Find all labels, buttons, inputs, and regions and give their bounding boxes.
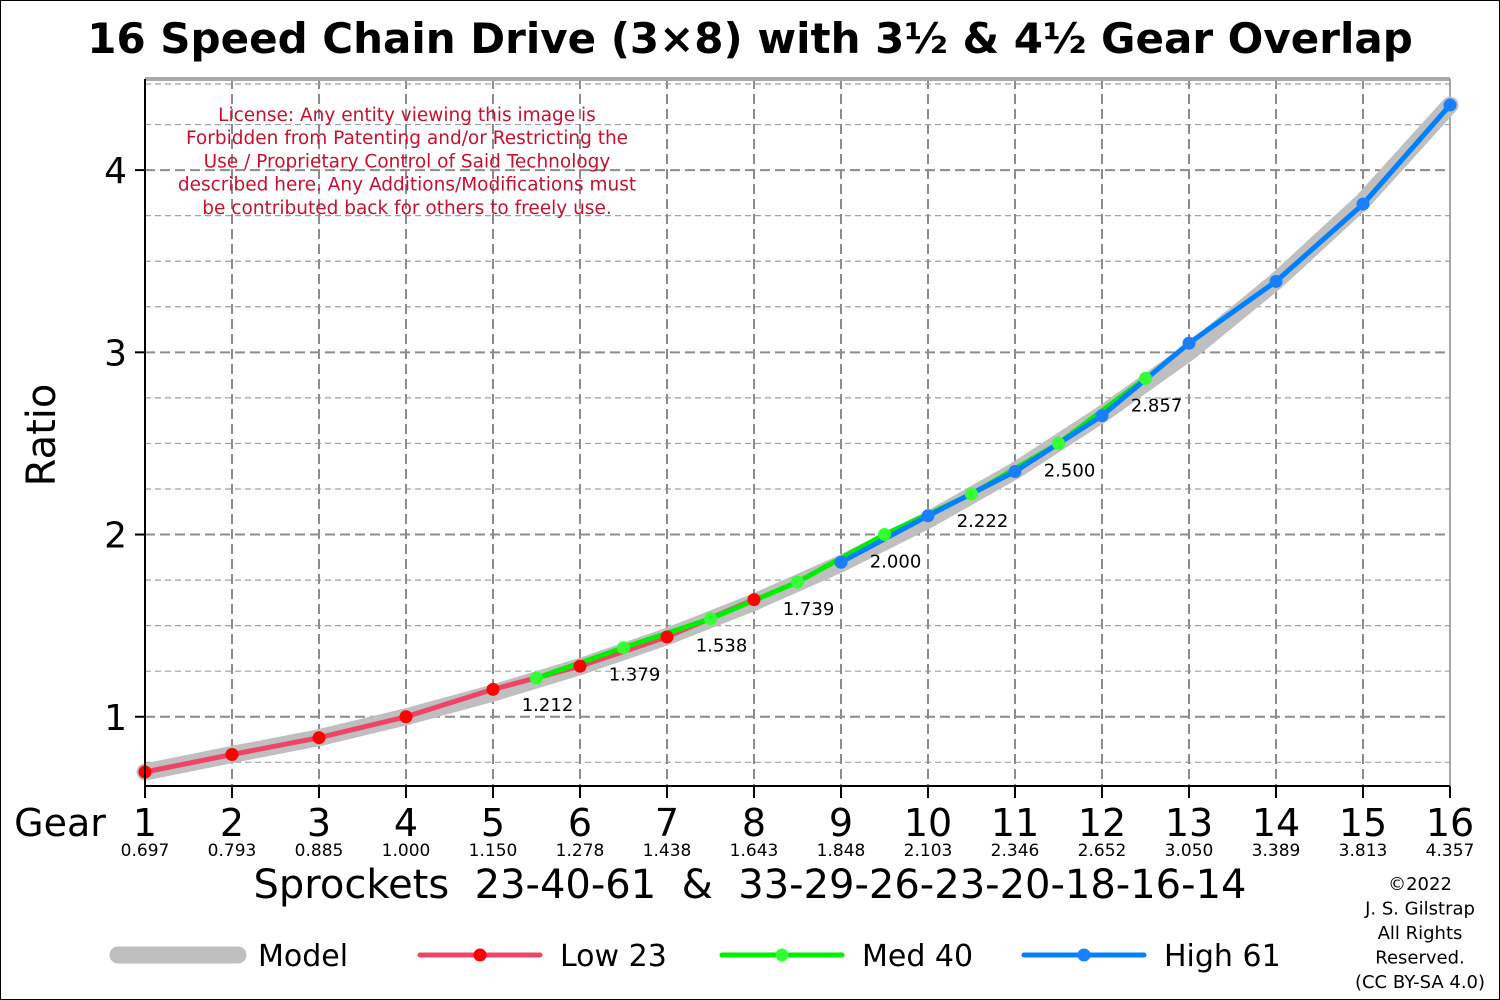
legend-swatch-marker: [775, 948, 789, 962]
data-point-low-23: [225, 747, 239, 761]
data-point-high-61: [921, 509, 935, 523]
point-label: 1.538: [696, 636, 748, 657]
gear-ratio-label: 2.652: [1078, 841, 1127, 861]
gear-axis-label: Gear: [14, 801, 106, 845]
y-tick-label: 4: [104, 151, 127, 192]
gear-number-label: 12: [1078, 801, 1126, 845]
gear-number-label: 1: [133, 801, 157, 845]
grid-lines: [145, 77, 1451, 786]
data-point-med-40: [791, 575, 804, 589]
point-label: 2.500: [1044, 460, 1096, 481]
legend-swatch-marker: [1077, 948, 1091, 962]
series-line-low-23: [142, 597, 757, 775]
data-point-med-40: [965, 487, 978, 501]
license-line: be contributed back for others to freely…: [202, 198, 611, 219]
series-markers: [138, 98, 1457, 779]
gear-ratio-label: 1.150: [469, 841, 518, 861]
copyright-line: (CC BY-SA 4.0): [1355, 972, 1485, 993]
gear-number-label: 14: [1252, 801, 1300, 845]
gear-ratio-label: 1.848: [817, 841, 866, 861]
gear-number-label: 10: [904, 801, 952, 845]
gear-ratio-label: 1.438: [643, 841, 692, 861]
copyright-line: All Rights: [1378, 923, 1463, 944]
data-point-high-61: [1356, 197, 1370, 211]
y-tick-label: 3: [104, 333, 127, 374]
gear-number-label: 7: [655, 801, 679, 845]
data-point-high-61: [834, 555, 848, 569]
gear-ratio-label: 0.697: [121, 841, 170, 861]
data-point-high-61: [1008, 464, 1022, 478]
legend-label: Med 40: [862, 939, 973, 974]
point-label: 2.000: [870, 552, 922, 573]
point-labels: 1.212 1.379 1.538 1.739 2.000 2.222 2.500 2.857: [522, 395, 1183, 716]
gear-ratio-label: 1.000: [382, 841, 431, 861]
gear-number-label: 2: [220, 801, 244, 845]
gear-number-label: 4: [394, 801, 418, 845]
data-point-low-23: [747, 593, 761, 607]
y-tick-label: 1: [104, 698, 127, 739]
gear-number-label: 5: [481, 801, 505, 845]
gear-number-label: 6: [568, 801, 592, 845]
gear-ratio-label: 3.813: [1339, 841, 1388, 861]
point-label: 2.222: [957, 511, 1009, 532]
gear-number-label: 8: [742, 801, 766, 845]
data-point-med-40: [878, 528, 891, 542]
data-point-med-40: [704, 612, 717, 626]
gear-ratio-label: 0.885: [295, 841, 344, 861]
data-point-med-40: [530, 671, 543, 685]
gear-ratio-label: 1.643: [730, 841, 779, 861]
point-label: 1.739: [783, 599, 835, 620]
legend: Model Low 23 Med 40 High 61: [109, 939, 1281, 974]
data-point-low-23: [312, 731, 326, 745]
gear-ratio-label: 2.103: [904, 841, 953, 861]
x-axis-label: Sprockets 23-40-61 & 33-29-26-23-20-18-1…: [254, 862, 1247, 908]
legend-label: High 61: [1164, 939, 1281, 974]
gear-ratio-label: 3.389: [1252, 841, 1301, 861]
data-point-high-61: [1269, 274, 1283, 288]
gear-number-label: 9: [829, 801, 853, 845]
license-line: Use / Proprietary Control of Said Techno…: [204, 151, 611, 172]
axes: 123410.69720.79330.88541.00051.15061.278…: [104, 79, 1474, 861]
license-line: Forbidden from Patenting and/or Restrict…: [186, 128, 628, 149]
data-point-low-23: [486, 682, 500, 696]
legend-label: Model: [258, 939, 348, 974]
legend-swatch-marker: [473, 948, 487, 962]
chart-title: 16 Speed Chain Drive (3×8) with 3½ & 4½ …: [87, 14, 1413, 63]
point-label: 1.212: [522, 695, 574, 716]
y-axis-label: Ratio: [19, 384, 65, 487]
copyright-line: Reserved.: [1375, 948, 1465, 969]
data-point-med-40: [1052, 436, 1065, 450]
gear-ratio-label: 4.357: [1426, 841, 1475, 861]
point-label: 2.857: [1131, 395, 1183, 416]
gear-ratio-label: 3.050: [1165, 841, 1214, 861]
data-point-med-40: [1139, 371, 1152, 385]
gear-ratio-label: 1.278: [556, 841, 605, 861]
y-tick-label: 2: [104, 516, 127, 557]
gear-ratio-label: 0.793: [208, 841, 257, 861]
license-notice: License: Any entity viewing this image i…: [178, 105, 636, 219]
data-point-low-23: [399, 710, 413, 724]
copyright-notice: ©2022 J. S. Gilstrap All Rights Reserved. (C…: [1355, 874, 1485, 993]
point-label: 1.379: [609, 665, 661, 686]
data-point-high-61: [1443, 98, 1457, 112]
license-line: described here. Any Additions/Modificati…: [178, 175, 636, 196]
legend-label: Low 23: [560, 939, 667, 974]
data-point-high-61: [1182, 336, 1196, 350]
data-point-low-23: [660, 630, 674, 644]
gear-ratio-label: 2.346: [991, 841, 1040, 861]
gear-number-label: 16: [1426, 801, 1474, 845]
gear-number-label: 11: [991, 801, 1039, 845]
gear-number-label: 3: [307, 801, 331, 845]
gear-number-label: 15: [1339, 801, 1387, 845]
gear-number-label: 13: [1165, 801, 1213, 845]
copyright-line: J. S. Gilstrap: [1364, 899, 1475, 920]
data-point-low-23: [573, 659, 587, 673]
data-point-high-61: [1095, 409, 1109, 423]
license-line: License: Any entity viewing this image i…: [218, 105, 596, 126]
data-point-med-40: [617, 641, 630, 655]
copyright-line: ©2022: [1388, 874, 1452, 895]
